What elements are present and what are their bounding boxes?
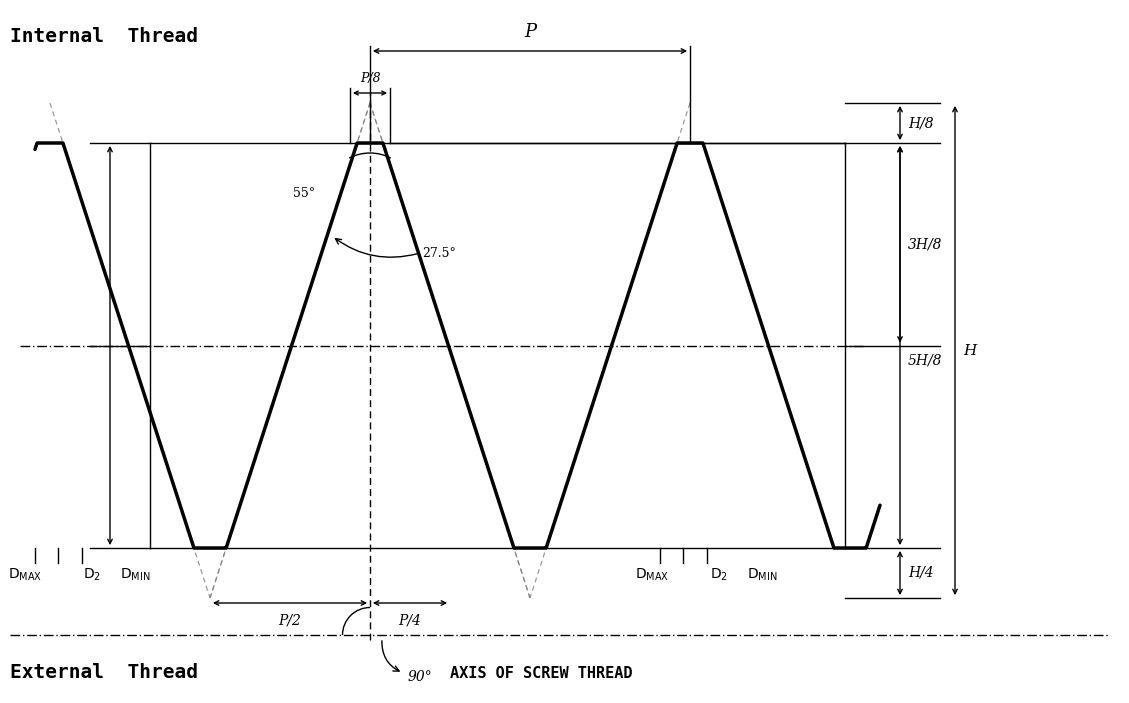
Text: 5H/8: 5H/8 (908, 354, 943, 368)
Text: $\mathrm{D_2}$: $\mathrm{D_2}$ (84, 567, 100, 583)
Text: P: P (524, 23, 536, 41)
Text: 3H/8: 3H/8 (908, 237, 943, 251)
Text: 90°: 90° (408, 670, 432, 684)
Text: P/4: P/4 (399, 613, 421, 627)
Text: H/4: H/4 (908, 566, 934, 580)
Text: P/2: P/2 (279, 613, 301, 627)
Text: $\mathrm{D_{MIN}}$: $\mathrm{D_{MIN}}$ (747, 567, 778, 583)
Text: $\mathrm{D_2}$: $\mathrm{D_2}$ (710, 567, 728, 583)
Text: H: H (963, 344, 977, 358)
Text: External  Thread: External Thread (10, 664, 198, 683)
Text: Internal  Thread: Internal Thread (10, 27, 198, 46)
Text: AXIS OF SCREW THREAD: AXIS OF SCREW THREAD (450, 666, 632, 681)
Text: 55°: 55° (292, 186, 315, 200)
Text: 27.5°: 27.5° (422, 247, 456, 259)
Text: $\mathrm{D_{MAX}}$: $\mathrm{D_{MAX}}$ (8, 567, 42, 583)
Text: H/8: H/8 (908, 116, 934, 130)
Text: $\mathrm{D_{MAX}}$: $\mathrm{D_{MAX}}$ (634, 567, 669, 583)
Text: $\mathrm{D_{MIN}}$: $\mathrm{D_{MIN}}$ (120, 567, 150, 583)
Text: P/8: P/8 (360, 72, 380, 85)
